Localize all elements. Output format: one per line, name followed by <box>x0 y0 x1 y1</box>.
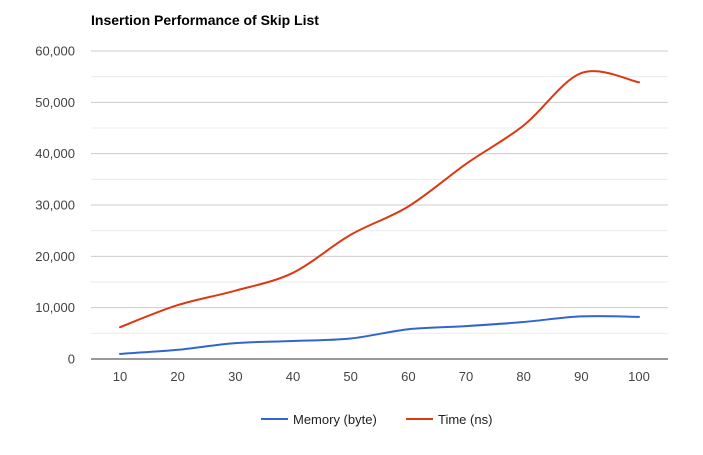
x-tick-label: 10 <box>113 369 127 384</box>
data-point-time-ns <box>521 123 526 128</box>
data-point-time-ns <box>175 303 180 308</box>
legend-label-memory-byte: Memory (byte) <box>293 412 377 427</box>
x-tick-label: 30 <box>228 369 242 384</box>
y-tick-label: 20,000 <box>35 249 75 264</box>
y-tick-label: 50,000 <box>35 95 75 110</box>
data-point-memory-byte <box>579 314 584 319</box>
x-axis-tick-labels: 10 20 30 40 50 60 70 80 90 100 <box>113 369 650 384</box>
data-point-time-ns <box>579 71 584 76</box>
y-tick-label: 60,000 <box>35 44 75 59</box>
data-point-time-ns <box>406 204 411 209</box>
data-point-time-ns <box>464 161 469 166</box>
data-point-time-ns <box>348 232 353 237</box>
data-point-memory-byte <box>233 341 238 346</box>
y-tick-label: 0 <box>68 352 75 367</box>
series-line-time-ns <box>119 70 640 329</box>
x-tick-label: 20 <box>170 369 184 384</box>
x-tick-label: 90 <box>574 369 588 384</box>
y-tick-label: 10,000 <box>35 300 75 315</box>
y-axis-tick-labels: 0 10,000 20,000 30,000 40,000 50,000 60,000 <box>35 44 75 367</box>
legend: Memory (byte) Time (ns) <box>261 412 492 427</box>
data-point-memory-byte <box>521 320 526 325</box>
x-tick-label: 70 <box>459 369 473 384</box>
series-lines <box>118 70 642 356</box>
data-point-memory-byte <box>637 314 642 319</box>
x-tick-label: 50 <box>343 369 357 384</box>
gridlines <box>91 50 668 360</box>
data-point-time-ns <box>291 270 296 275</box>
x-tick-label: 60 <box>401 369 415 384</box>
chart-title: Insertion Performance of Skip List <box>91 12 319 28</box>
data-point-time-ns <box>233 288 238 293</box>
y-tick-label: 30,000 <box>35 198 75 213</box>
x-tick-label: 80 <box>516 369 530 384</box>
x-tick-label: 40 <box>286 369 300 384</box>
data-point-memory-byte <box>464 324 469 329</box>
data-point-time-ns <box>637 80 642 85</box>
x-tick-label: 100 <box>628 369 650 384</box>
data-point-memory-byte <box>118 351 123 356</box>
data-point-memory-byte <box>348 336 353 341</box>
y-tick-label: 40,000 <box>35 146 75 161</box>
legend-label-time-ns: Time (ns) <box>438 412 492 427</box>
series-line-memory-byte <box>119 315 640 355</box>
data-point-memory-byte <box>406 327 411 332</box>
data-point-memory-byte <box>175 347 180 352</box>
data-point-time-ns <box>118 325 123 330</box>
data-point-memory-byte <box>291 339 296 344</box>
